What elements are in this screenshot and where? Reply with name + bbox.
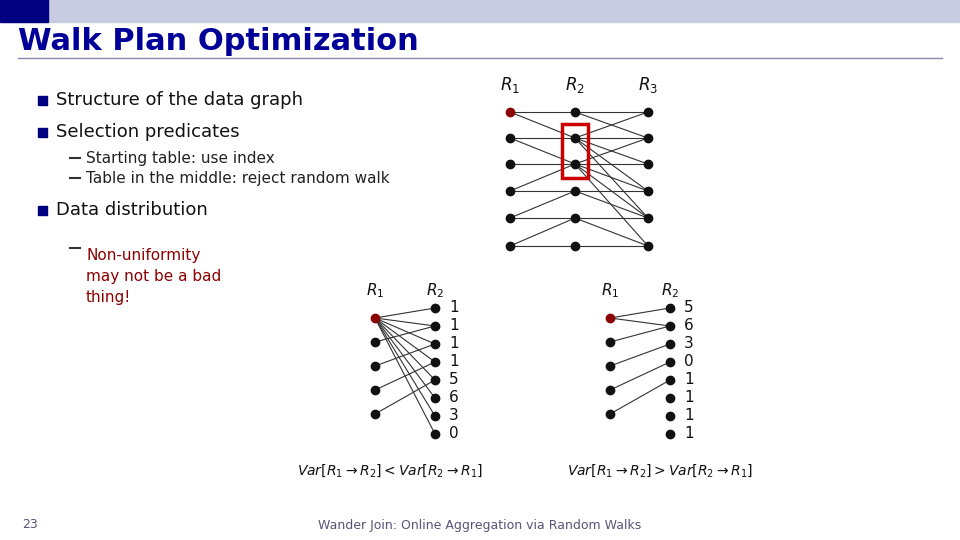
Text: 1: 1 (684, 427, 694, 442)
Text: 3: 3 (684, 336, 694, 352)
Bar (0, 0, 960, 22)
Text: $R_2$: $R_2$ (426, 281, 444, 300)
Text: 0: 0 (684, 354, 694, 369)
Text: 6: 6 (449, 390, 459, 406)
Text: $R_1$: $R_1$ (500, 75, 520, 95)
Bar (38, 96, 47, 105)
Text: 5: 5 (684, 300, 694, 315)
Text: $R_1$: $R_1$ (601, 281, 619, 300)
Text: $R_2$: $R_2$ (565, 75, 585, 95)
Text: $R_1$: $R_1$ (366, 281, 384, 300)
Text: $Var[R_1 \rightarrow R_2] > Var[R_2 \rightarrow R_1]$: $Var[R_1 \rightarrow R_2] > Var[R_2 \rig… (567, 462, 753, 479)
Text: Table in the middle: reject random walk: Table in the middle: reject random walk (86, 171, 390, 186)
Text: 1: 1 (449, 336, 459, 352)
Text: 1: 1 (684, 390, 694, 406)
Text: 1: 1 (449, 300, 459, 315)
Text: $R_2$: $R_2$ (660, 281, 679, 300)
Bar (562, 124, 588, 178)
Text: 1: 1 (684, 373, 694, 388)
Text: 23: 23 (22, 518, 37, 531)
Text: 0: 0 (449, 427, 459, 442)
Text: 6: 6 (684, 319, 694, 334)
Text: $Var[R_1 \rightarrow R_2] < Var[R_2 \rightarrow R_1]$: $Var[R_1 \rightarrow R_2] < Var[R_2 \rig… (297, 462, 483, 479)
Text: 3: 3 (449, 408, 459, 423)
Text: Structure of the data graph: Structure of the data graph (56, 91, 303, 109)
Text: 5: 5 (449, 373, 459, 388)
Text: Data distribution: Data distribution (56, 201, 207, 219)
Text: Selection predicates: Selection predicates (56, 123, 240, 141)
Text: Non-uniformity
may not be a bad
thing!: Non-uniformity may not be a bad thing! (86, 248, 221, 305)
Text: 1: 1 (684, 408, 694, 423)
Text: Wander Join: Online Aggregation via Random Walks: Wander Join: Online Aggregation via Rand… (319, 518, 641, 531)
Bar (38, 206, 47, 215)
Text: $R_3$: $R_3$ (638, 75, 658, 95)
Text: Starting table: use index: Starting table: use index (86, 151, 275, 165)
Bar (38, 128, 47, 137)
Bar (0, 0, 48, 22)
Text: 1: 1 (449, 354, 459, 369)
Text: 1: 1 (449, 319, 459, 334)
Text: Walk Plan Optimization: Walk Plan Optimization (18, 28, 419, 57)
